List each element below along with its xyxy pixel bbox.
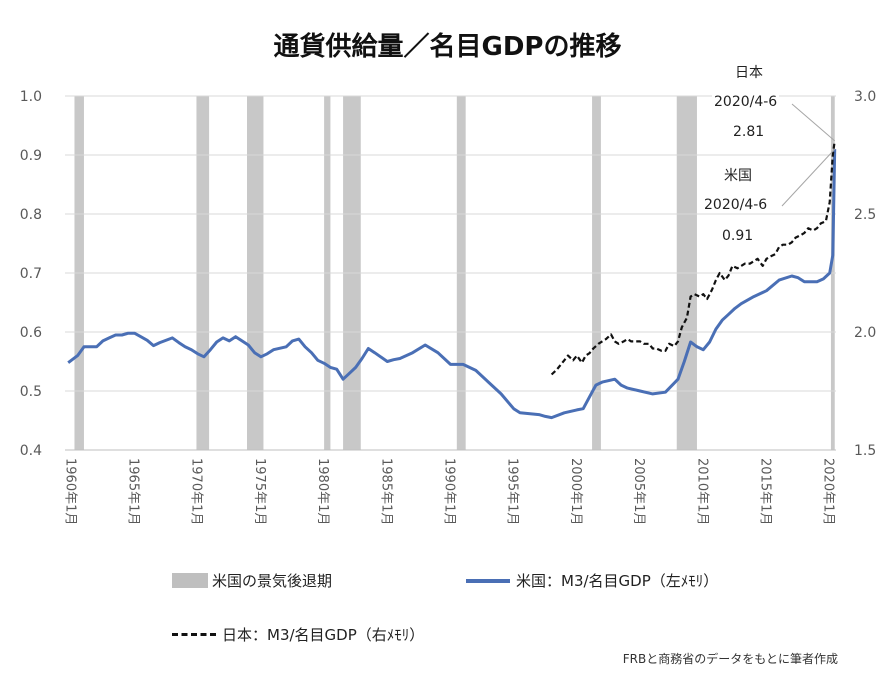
- right-tick-label: 2.0: [854, 325, 876, 341]
- gridlines: [65, 95, 836, 451]
- left-tick-label: 0.6: [20, 325, 42, 341]
- x-tick-label: 2015年1月: [757, 458, 772, 525]
- legend-recession: 米国の景気後退期: [172, 570, 332, 591]
- annotation-leaders: [781, 103, 836, 207]
- source-note: FRBと商務省のデータをもとに筆者作成: [622, 652, 838, 666]
- jp-annotation-date: 2020/4-6: [712, 94, 780, 110]
- x-axis: 1960年1月 1965年1月 1970年1月 1975年1月 1980年1月 1985年…: [62, 449, 836, 525]
- x-tick-label: 2010年1月: [694, 458, 709, 525]
- x-tick-label: 1960年1月: [62, 458, 77, 525]
- us-series-line: [67, 149, 837, 420]
- us-annotation-label: 米国: [722, 165, 754, 185]
- page-title: 通貨供給量／名目GDPの推移: [273, 32, 622, 62]
- legend-us: 米国：M3/名目GDP（左ﾒﾓﾘ）: [466, 570, 718, 591]
- left-tick-label: 0.5: [20, 384, 42, 400]
- legend-jp: 日本：M3/名目GDP（右ﾒﾓﾘ）: [172, 624, 424, 645]
- left-tick-label: 0.8: [20, 207, 42, 223]
- x-tick-label: 2000年1月: [568, 458, 583, 525]
- us-annotation-date: 2020/4-6: [702, 197, 770, 213]
- x-tick-label: 1965年1月: [126, 458, 141, 525]
- right-y-axis: 1.5 2.0 2.5 3.0: [854, 89, 876, 459]
- jp-annotation-label: 日本: [733, 62, 765, 82]
- us-line-swatch: [466, 578, 510, 583]
- jp-series-line: [550, 140, 836, 376]
- us-annotation-value: 0.91: [720, 228, 756, 244]
- right-tick-label: 3.0: [854, 89, 876, 105]
- us-leader-line: [781, 148, 836, 207]
- x-tick-label: 1995年1月: [505, 458, 520, 525]
- x-tick-label: 1980年1月: [315, 458, 330, 525]
- left-tick-label: 0.4: [20, 443, 42, 459]
- legend-jp-label: 日本：M3/名目GDP（右ﾒﾓﾘ）: [222, 626, 425, 644]
- right-tick-label: 1.5: [854, 443, 876, 459]
- x-tick-label: 2020年1月: [821, 458, 836, 525]
- jp-annotation-value: 2.81: [731, 124, 767, 140]
- recession-swatch: [172, 573, 208, 588]
- x-tick-label: 1985年1月: [378, 458, 393, 525]
- jp-leader-line: [791, 103, 836, 142]
- right-tick-label: 2.5: [854, 207, 876, 223]
- legend-recession-label: 米国の景気後退期: [212, 572, 333, 590]
- left-y-axis: 0.4 0.5 0.6 0.7 0.8 0.9 1.0: [20, 89, 42, 459]
- x-tick-label: 1970年1月: [189, 458, 204, 525]
- x-tick-label: 1990年1月: [442, 458, 457, 525]
- left-tick-label: 0.7: [20, 266, 42, 282]
- x-tick-label: 1975年1月: [252, 458, 267, 525]
- x-tick-label: 2005年1月: [631, 458, 646, 525]
- legend-us-label: 米国：M3/名目GDP（左ﾒﾓﾘ）: [516, 572, 719, 590]
- jp-line-swatch: [172, 633, 216, 636]
- series: [67, 140, 837, 420]
- left-tick-label: 1.0: [20, 89, 42, 105]
- left-tick-label: 0.9: [20, 148, 42, 164]
